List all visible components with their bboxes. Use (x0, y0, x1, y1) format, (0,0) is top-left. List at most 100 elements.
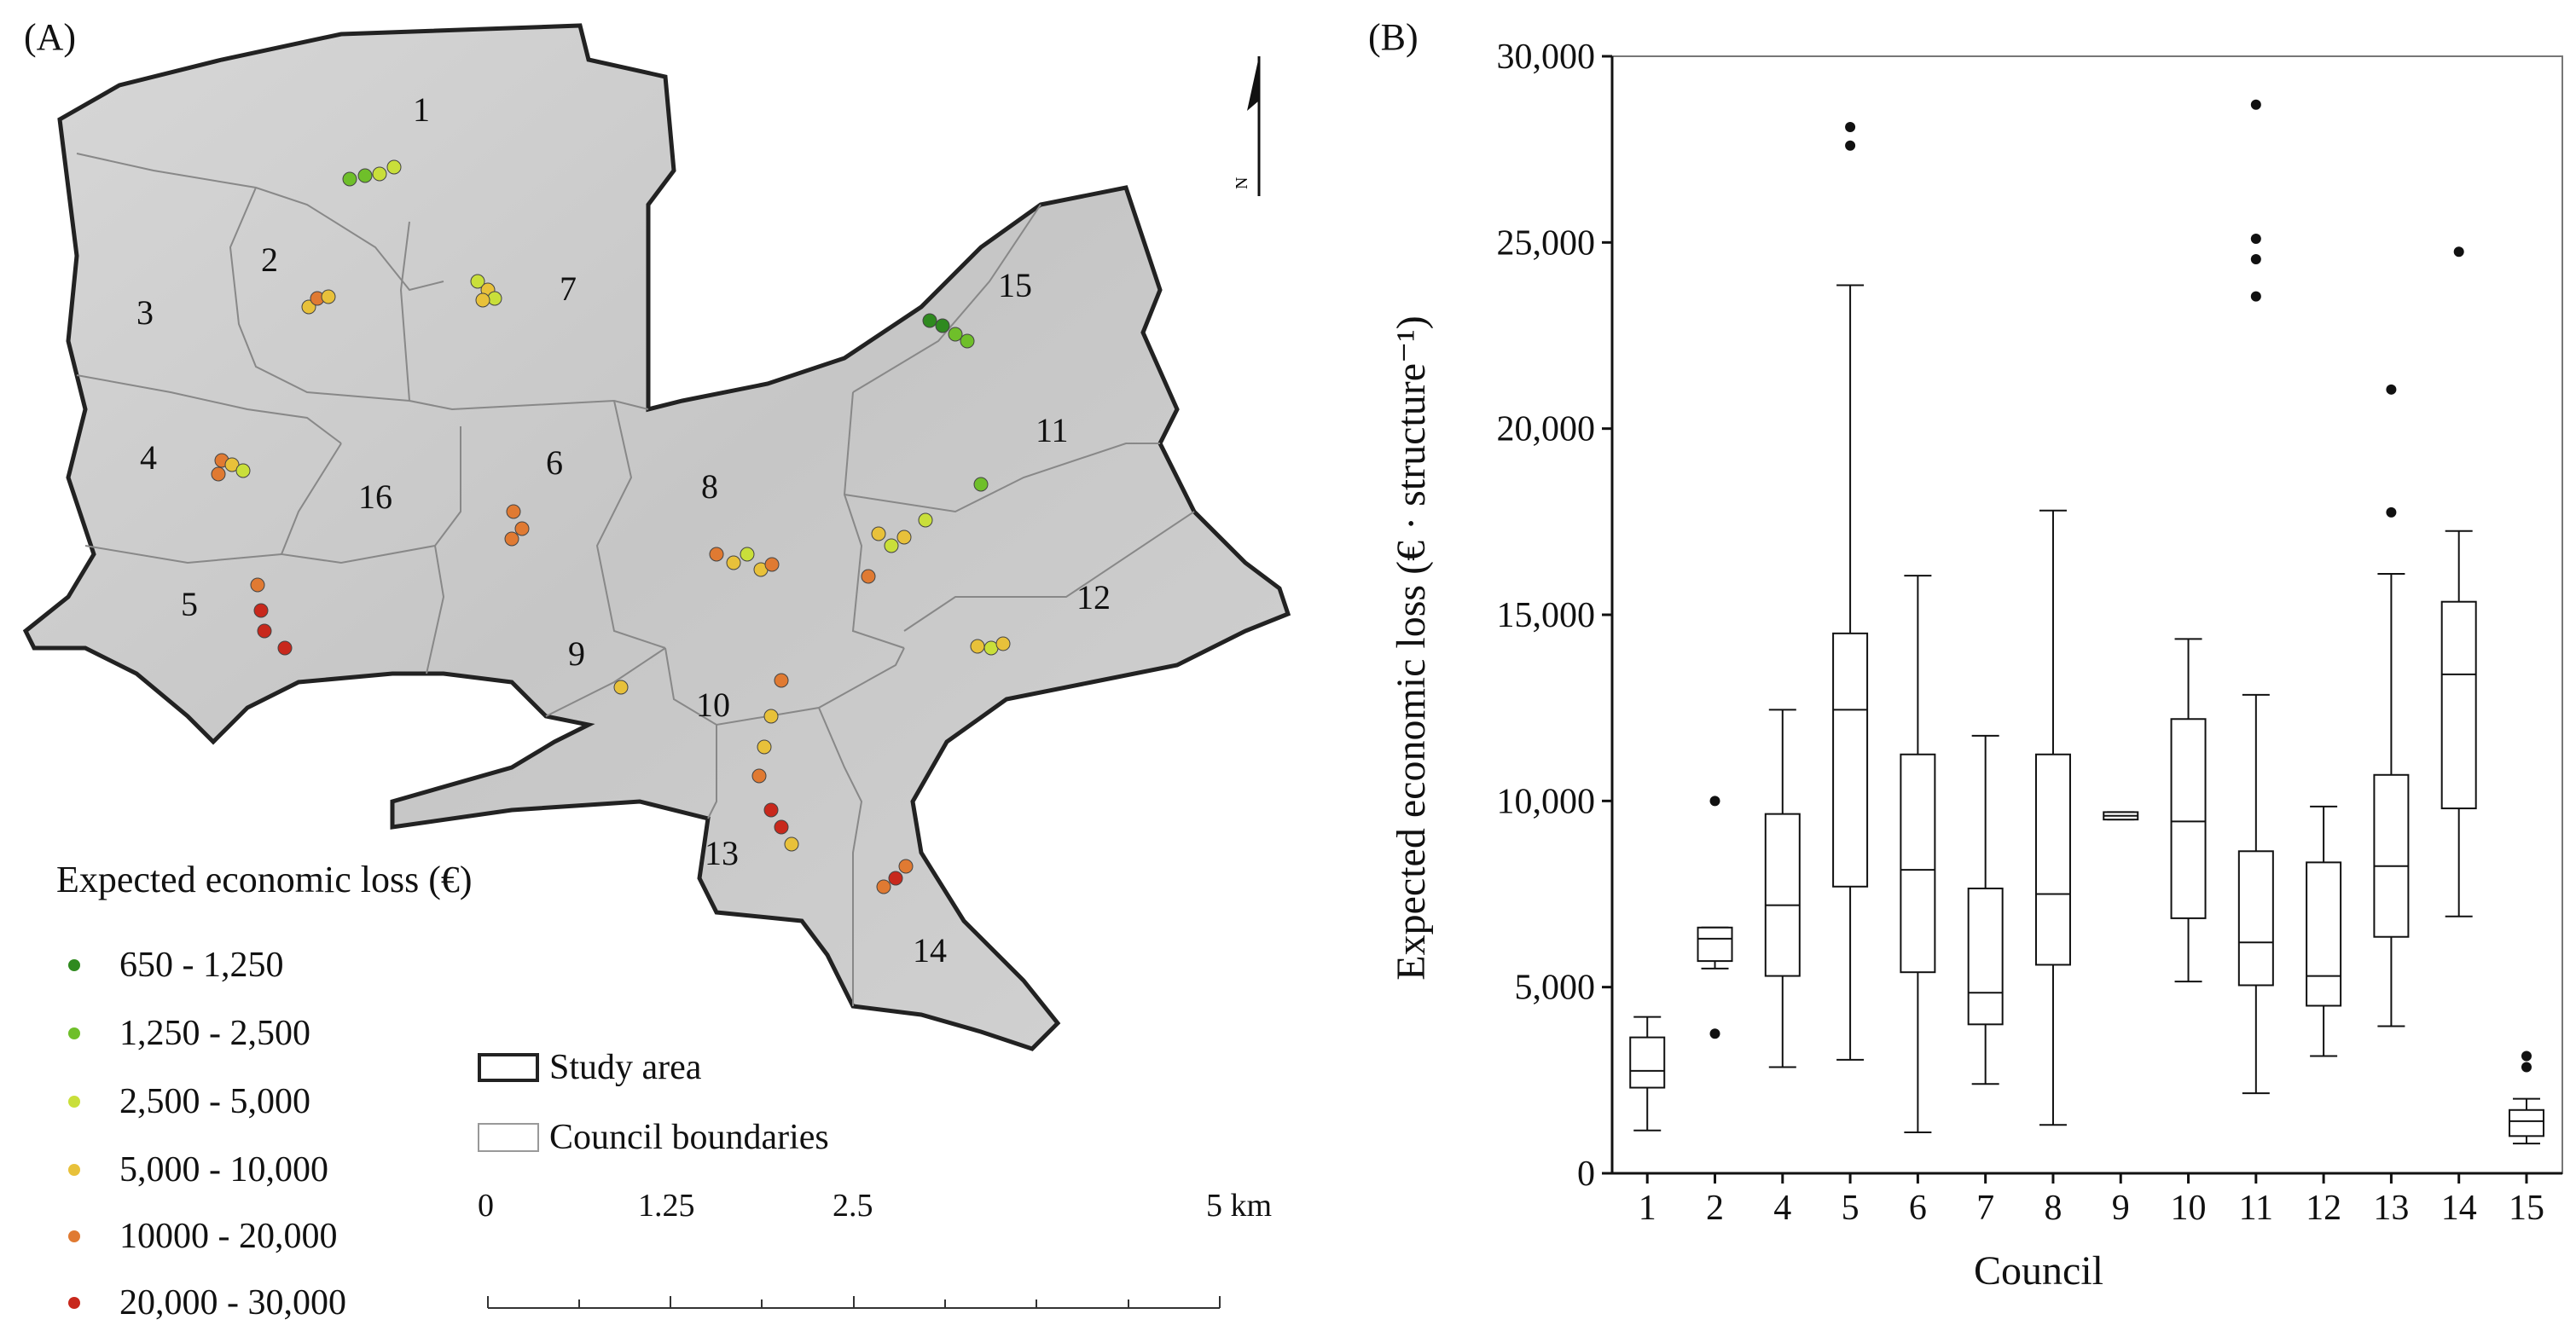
outlier-point (2250, 253, 2261, 264)
council-number-12: 12 (1076, 578, 1111, 616)
loss-points (211, 159, 1011, 894)
box-iqr (1697, 926, 1733, 963)
legend-row: 1,250 - 2,500 (68, 1013, 310, 1054)
outlier-point (2250, 291, 2261, 302)
legend-title: Expected economic loss (€) (56, 859, 473, 900)
outlier-point (2453, 246, 2464, 258)
council-number-10: 10 (696, 686, 730, 724)
y-tick-label: 5,000 (1515, 969, 1596, 1008)
x-tick-label: 11 (2239, 1189, 2273, 1228)
box-council-10 (2170, 638, 2207, 983)
outlier-point (2521, 1050, 2532, 1062)
council-number-1: 1 (413, 90, 430, 129)
box-council-12 (2306, 805, 2342, 1057)
x-tick-label: 1 (1639, 1189, 1656, 1228)
panel-b-label: (B) (1368, 16, 1419, 58)
council-boundaries-swatch (478, 1123, 539, 1152)
outlier-point (2250, 99, 2261, 110)
scale-label-2: 2.5 (833, 1188, 873, 1224)
outlier-point (1709, 796, 1720, 807)
council-number-4: 4 (140, 438, 157, 477)
x-tick-label: 2 (1706, 1189, 1724, 1228)
legend-row: 2,500 - 5,000 (68, 1081, 310, 1122)
x-tick-label: 12 (2306, 1189, 2341, 1228)
key-study-area: Study area (478, 1047, 701, 1088)
box-council-1 (1629, 1016, 1666, 1132)
scale-label-0: 0 (478, 1188, 494, 1224)
outlier-point (1845, 140, 1856, 151)
x-tick-label: 9 (2112, 1189, 2130, 1228)
y-tick-label: 30,000 (1497, 38, 1596, 77)
x-tick-label: 5 (1842, 1189, 1859, 1228)
box-council-11 (2237, 99, 2274, 1095)
council-number-2: 2 (261, 240, 278, 279)
x-tick-label: 13 (2373, 1189, 2409, 1228)
box-council-9 (2103, 811, 2139, 821)
legend-row: 650 - 1,250 (68, 945, 284, 986)
box-iqr (1832, 632, 1869, 888)
y-tick-label: 0 (1577, 1155, 1595, 1194)
box-council-4 (1764, 709, 1801, 1068)
box-council-8 (2034, 509, 2071, 1126)
box-series (1629, 99, 2544, 1145)
plot-area (1611, 55, 2563, 1174)
y-tick-label: 20,000 (1497, 410, 1596, 449)
legend-label: 20,000 - 30,000 (119, 1283, 346, 1323)
box-council-7 (1967, 734, 2004, 1085)
key-council-boundaries: Council boundaries (478, 1117, 829, 1158)
x-tick-label: 6 (1909, 1189, 1927, 1228)
box-iqr (1900, 753, 1936, 974)
council-number-13: 13 (705, 834, 739, 872)
legend-dot-icon (68, 1096, 80, 1108)
x-tick-label: 4 (1773, 1189, 1791, 1228)
box-iqr (2306, 861, 2342, 1007)
legend-dot-icon (68, 1164, 80, 1176)
y-axis-title: Expected economic loss (€ · structure⁻¹) (1389, 315, 1434, 980)
box-iqr (2508, 1108, 2544, 1137)
outlier-point (1845, 121, 1856, 132)
council-number-7: 7 (560, 269, 577, 308)
scale-label-3: 5 km (1206, 1188, 1273, 1224)
council-number-labels: 1 2 3 4 5 6 7 8 9 10 11 12 13 14 15 16 (136, 90, 1111, 969)
north-label: N (1233, 177, 1251, 189)
outlier-point (2386, 506, 2397, 518)
study-area-map: 1 2 3 4 5 6 7 8 9 10 11 12 13 14 15 16 N (22, 23, 1291, 1309)
x-tick-label: 7 (1976, 1189, 1994, 1228)
outlier-point (1709, 1028, 1720, 1039)
x-tick-label: 14 (2441, 1189, 2477, 1228)
council-number-9: 9 (568, 634, 585, 673)
x-tick-label: 15 (2509, 1189, 2544, 1228)
legend-label: 10000 - 20,000 (119, 1217, 338, 1256)
box-council-14 (2440, 246, 2477, 917)
y-tick-label: 10,000 (1497, 782, 1596, 821)
y-tick-label: 15,000 (1497, 596, 1596, 635)
council-number-16: 16 (358, 478, 392, 516)
box-iqr (2373, 773, 2410, 938)
council-number-14: 14 (913, 931, 947, 969)
legend-label: 5,000 - 10,000 (119, 1150, 328, 1189)
council-number-5: 5 (181, 585, 198, 623)
x-axis-title: Council (1974, 1248, 2103, 1294)
box-council-6 (1900, 575, 1936, 1133)
box-iqr (2440, 600, 2477, 810)
box-council-13 (2373, 384, 2410, 1027)
legend-row: 20,000 - 30,000 (68, 1282, 346, 1323)
key-council-boundaries-label: Council boundaries (549, 1118, 829, 1157)
legend-row: 10000 - 20,000 (68, 1216, 338, 1257)
box-iqr (1967, 887, 2004, 1026)
box-iqr (2034, 753, 2071, 966)
y-tick-label: 25,000 (1497, 223, 1596, 263)
box-iqr (2103, 811, 2139, 821)
box-council-15 (2508, 1050, 2544, 1145)
panel-a-label: (A) (24, 16, 77, 58)
legend-label: 1,250 - 2,500 (119, 1014, 310, 1053)
study-area-swatch (478, 1053, 539, 1082)
outlier-point (2521, 1062, 2532, 1073)
legend-row: 5,000 - 10,000 (68, 1149, 328, 1190)
study-area-outline (22, 23, 1291, 1051)
box-council-5 (1832, 121, 1869, 1061)
box-iqr (2170, 718, 2207, 919)
x-tick-label: 10 (2171, 1189, 2207, 1228)
box-iqr (1629, 1036, 1666, 1089)
box-iqr (1764, 813, 1801, 977)
